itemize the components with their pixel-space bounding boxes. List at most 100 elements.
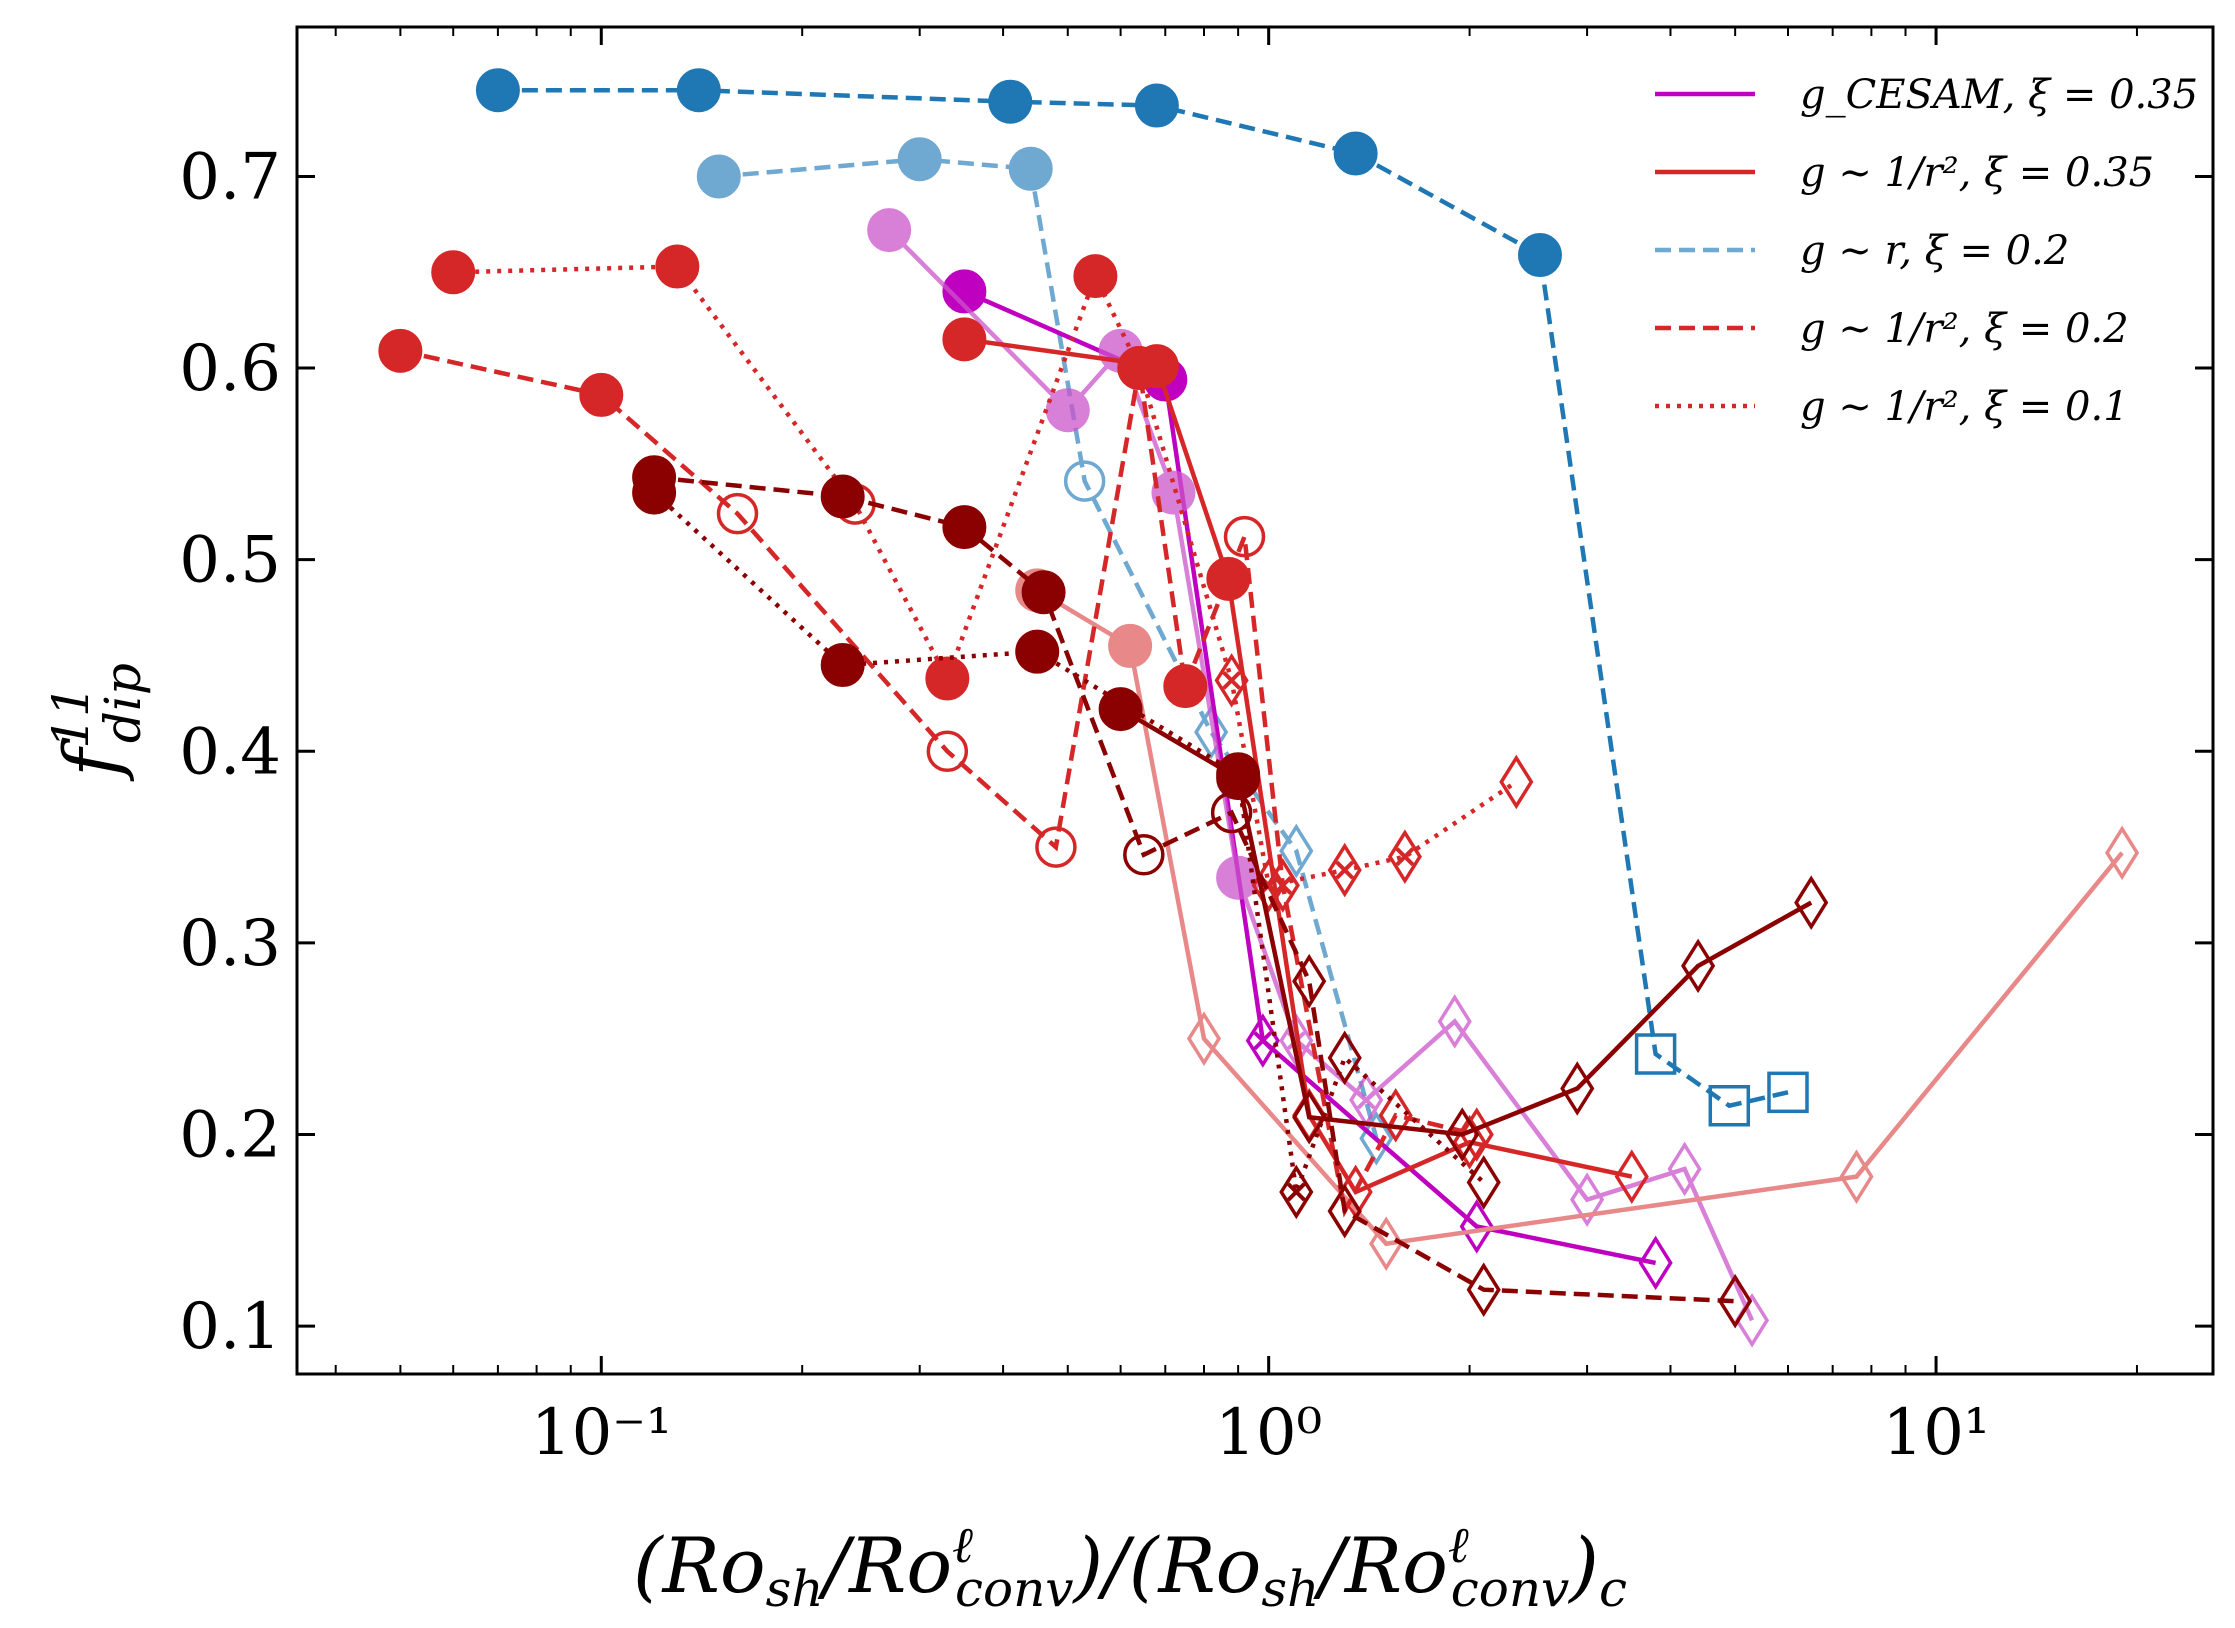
data-point [1279,1164,1314,1220]
data-point [1387,829,1422,884]
data-point [1445,1107,1480,1162]
data-point [1098,687,1143,732]
data-point [676,68,721,113]
data-point [655,244,700,289]
x-tick-label: 10¹ [1883,1396,1990,1470]
legend-entry: g ∼ 1/r², ξ = 0.2 [1655,306,2129,352]
data-point [1499,754,1534,810]
data-point [378,328,423,373]
y-tick-label: 0.5 [179,524,281,598]
data-point [1327,842,1362,898]
data-point [1459,1199,1494,1254]
y-tick-label: 0.7 [179,140,281,214]
x-tick-label: 10⁻¹ [531,1396,672,1470]
data-point [1214,653,1249,708]
data-point [867,208,912,253]
data-point [1015,629,1060,674]
x-axis-label: (Rosh/Roℓ conv)/(Rosh/Roℓ conv)c [633,1516,1627,1618]
data-point [942,269,987,314]
legend-label: g ∼ 1/r², ξ = 0.1 [1800,384,2129,430]
data-point [820,474,865,519]
data-point [696,154,741,199]
legend-entry: g ∼ 1/r², ξ = 0.1 [1655,384,2129,430]
data-point [1327,1183,1362,1239]
data-point [1466,1155,1501,1210]
data-point [1123,833,1165,876]
data-point [1151,470,1196,515]
data-point [475,68,520,113]
y-tick-label: 0.3 [179,907,281,981]
data-point [1292,1089,1327,1145]
data-point [1570,1172,1605,1227]
series-layer [378,68,2140,1348]
data-point [1794,875,1829,930]
data-point [1292,953,1327,1009]
data-point [1327,1030,1362,1086]
series-1 [696,137,1394,1166]
series-line [453,264,1518,889]
data-point [925,656,970,701]
data-point [897,137,942,182]
x-tick-label: 10⁰ [1215,1396,1322,1470]
data-point [1216,752,1261,797]
series-10 [632,470,1501,1220]
y-tick-label: 0.4 [179,715,281,789]
plot-frame [295,25,2215,1376]
data-point [1117,346,1162,391]
legend-label: g ∼ 1/r², ξ = 0.2 [1800,306,2129,352]
data-point [1718,1273,1753,1329]
data-point [579,372,624,417]
data-point [1517,233,1562,278]
data-point [1708,1084,1751,1127]
legend-label: g ∼ 1/r², ξ = 0.35 [1800,150,2154,196]
data-point [1063,460,1106,502]
data-point [1634,1033,1677,1075]
y-tick-label: 0.6 [179,332,281,406]
data-point [1045,388,1090,433]
series-0 [475,68,1809,1127]
data-point [1279,823,1314,879]
data-point [1186,1011,1222,1066]
data-point [1108,623,1153,668]
data-point [1134,83,1179,128]
legend-label: g ∼ r, ξ = 0.2 [1800,228,2069,274]
data-point [942,505,987,550]
data-point [632,470,677,515]
data-point [1333,131,1378,176]
data-point [820,643,865,688]
data-point [1839,1149,1874,1204]
data-point [1767,1071,1809,1114]
axes: 0.1 0.2 0.3 0.4 0.5 0.6 0.7 10⁻¹ 10⁰ 10¹ [179,25,2215,1470]
legend-label: g_CESAM, ξ = 0.35 [1800,72,2198,118]
data-point [1614,1149,1649,1204]
series-line [653,475,1736,1304]
data-point [1008,146,1053,191]
data-point [942,317,987,362]
data-point [1223,515,1266,558]
data-point [1163,664,1208,709]
data-point [926,730,969,773]
data-point [1560,1061,1595,1116]
data-point [988,79,1033,124]
data-point [1035,826,1077,868]
legend-entry: g ∼ r, ξ = 0.2 [1655,228,2069,274]
data-point [431,250,476,295]
data-point [1206,556,1251,601]
data-point [1194,704,1229,760]
legend-entry: g ∼ 1/r², ξ = 0.35 [1655,150,2154,196]
data-point [1369,1216,1404,1272]
data-point [2105,825,2140,881]
data-point [1466,1262,1501,1317]
data-point [1437,994,1472,1049]
data-point [716,492,759,535]
series-line [399,348,1478,1218]
legend-entry: g_CESAM, ξ = 0.35 [1655,72,2198,118]
series-2 [942,269,1673,1291]
y-tick-label: 0.2 [179,1098,281,1172]
data-point [1638,1235,1673,1291]
legend: g_CESAM, ξ = 0.35 g ∼ 1/r², ξ = 0.35 g ∼ r… [1655,72,2198,430]
data-point [1073,254,1118,299]
